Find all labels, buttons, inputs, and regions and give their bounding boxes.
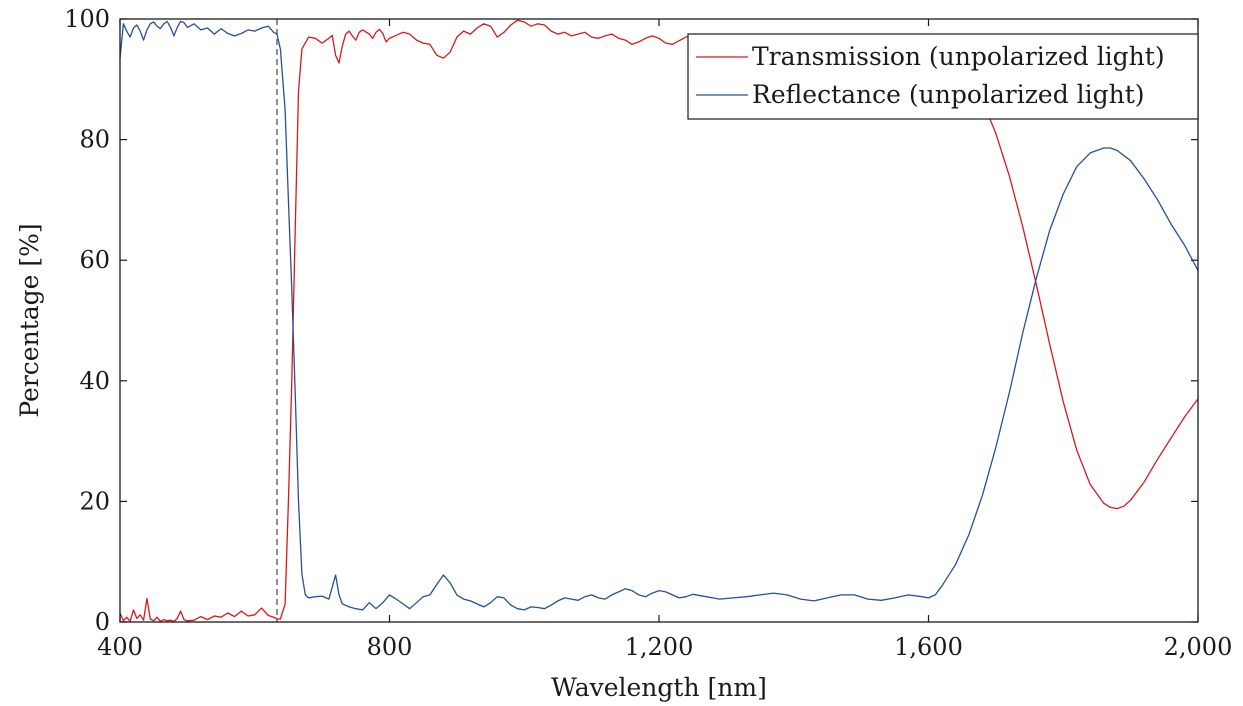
y-tick-label: 0 [95, 608, 110, 636]
legend: Transmission (unpolarized light) Reflect… [687, 33, 1199, 120]
x-tick-label: 400 [97, 633, 143, 661]
x-tick-label: 1,600 [894, 633, 963, 661]
y-axis-title: Percentage [%] [15, 223, 44, 417]
legend-label-reflectance: Reflectance (unpolarized light) [752, 80, 1145, 109]
y-tick-label: 100 [64, 5, 110, 33]
x-tick-label: 1,200 [625, 633, 694, 661]
y-tick-label: 20 [79, 487, 110, 515]
ticks-layer: 400 800 1,200 1,600 2,000 0 20 40 60 80 100 [64, 5, 1232, 661]
legend-box [687, 33, 1199, 120]
y-tick-label: 40 [79, 367, 110, 395]
series-line-reflectance [119, 20, 1199, 611]
y-tick-label: 60 [79, 246, 110, 274]
x-tick-label: 800 [367, 633, 413, 661]
x-tick-label: 2,000 [1164, 633, 1233, 661]
y-tick-label: 80 [79, 126, 110, 154]
legend-label-transmission: Transmission (unpolarized light) [752, 42, 1165, 71]
x-axis-title: Wavelength [nm] [551, 673, 767, 702]
